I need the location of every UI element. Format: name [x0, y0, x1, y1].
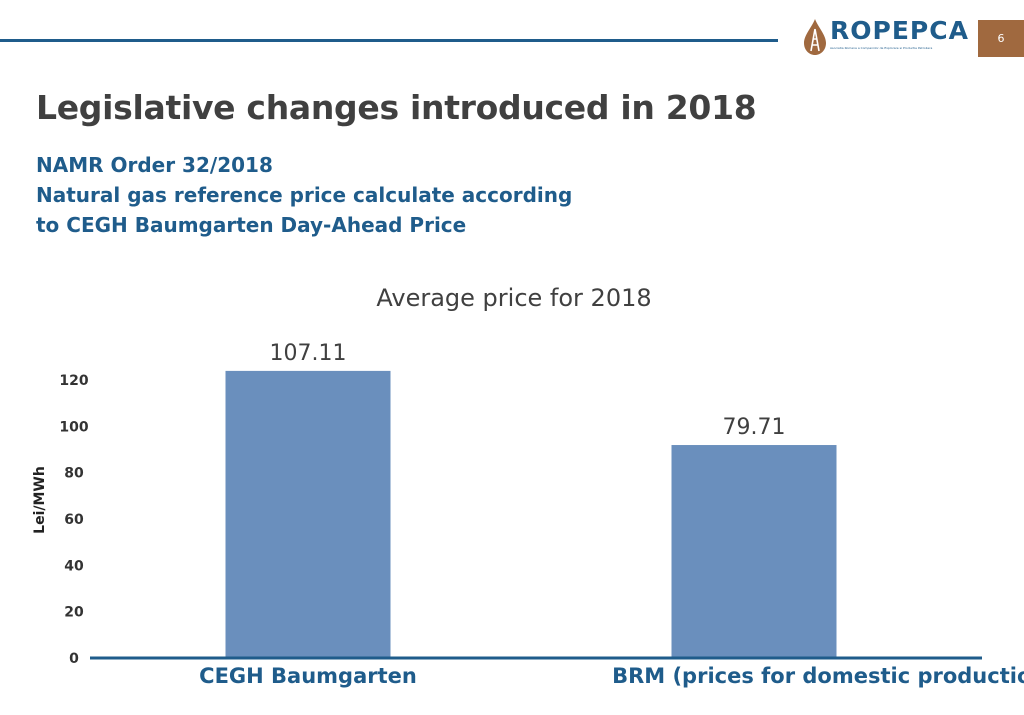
y-tick-label: 120 [59, 373, 88, 389]
y-tick-label: 0 [69, 651, 79, 667]
x-tick-label: BRM (prices for domestic production) [612, 664, 1024, 688]
subtitle-line: NAMR Order 32/2018 [36, 153, 273, 177]
y-tick-label: 60 [64, 512, 84, 528]
y-axis-label: Lei/MWh [32, 466, 48, 534]
page-number: 6 [978, 20, 1024, 57]
subtitle-line: to CEGH Baumgarten Day-Ahead Price [36, 213, 467, 237]
y-tick-label: 40 [64, 558, 84, 574]
ropepca-logo: ROPEPCA Asociatia Romana a Companiilor d… [803, 16, 968, 58]
slide-subtitle: NAMR Order 32/2018 Natural gas reference… [36, 150, 572, 240]
subtitle-line: Natural gas reference price calculate ac… [36, 183, 573, 207]
data-label: 107.11 [270, 341, 347, 366]
header-rule [0, 39, 778, 42]
logo-wordmark: ROPEPCA [830, 16, 969, 45]
chart-title: Average price for 2018 [376, 284, 651, 312]
x-tick-label: CEGH Baumgarten [199, 664, 417, 688]
bar [671, 445, 837, 657]
y-tick-label: 100 [59, 419, 88, 435]
y-tick-label: 20 [64, 605, 84, 621]
slide-title: Legislative changes introduced in 2018 [36, 88, 757, 127]
oil-drop-icon [804, 19, 826, 55]
logo-tagline: Asociatia Romana a Companiilor de Explor… [830, 47, 933, 50]
y-tick-label: 80 [64, 466, 84, 482]
data-label: 79.71 [723, 415, 786, 440]
bar [225, 370, 391, 657]
